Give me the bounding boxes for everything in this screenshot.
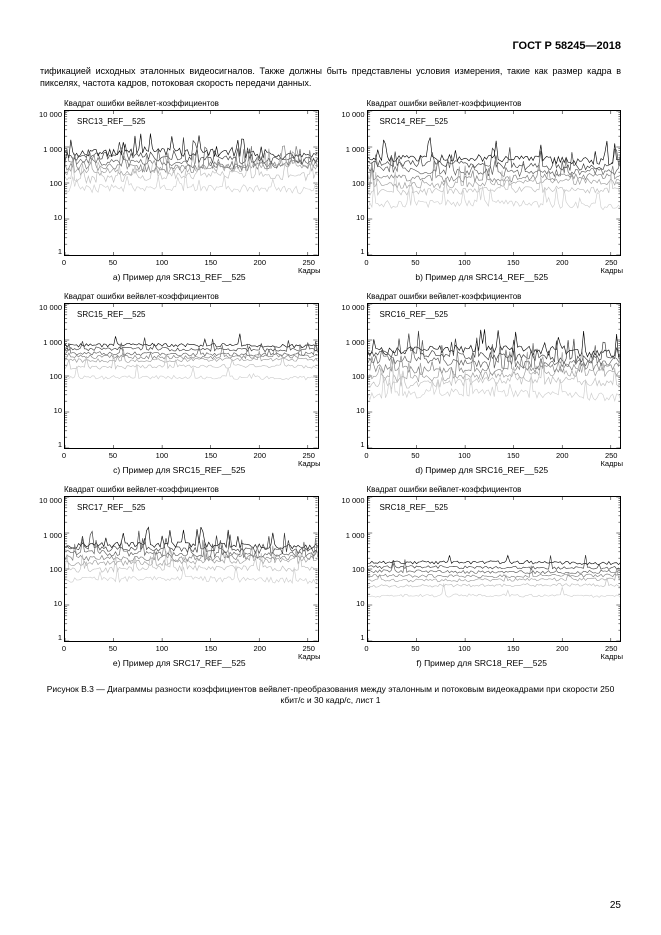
plot-area: SRC13_REF__525: [64, 110, 319, 256]
plot-area: SRC16_REF__525: [367, 303, 622, 449]
chart-box: 10 0001 000100101SRC17_REF__525050100150…: [64, 496, 319, 656]
plot-area: SRC14_REF__525: [367, 110, 622, 256]
ytick-labels: 10 0001 000100101: [339, 303, 365, 449]
ytick-labels: 10 0001 000100101: [339, 496, 365, 642]
chart-inner-label: SRC13_REF__525: [75, 117, 147, 126]
figure-caption: Рисунок В.3 — Диаграммы разности коэффиц…: [40, 684, 621, 706]
plot-area: SRC17_REF__525: [64, 496, 319, 642]
plot-area: SRC18_REF__525: [367, 496, 622, 642]
chart-box: 10 0001 000100101SRC16_REF__525050100150…: [367, 303, 622, 463]
chart-inner-label: SRC15_REF__525: [75, 310, 147, 319]
ytick-labels: 10 0001 000100101: [339, 110, 365, 256]
chart-box: 10 0001 000100101SRC15_REF__525050100150…: [64, 303, 319, 463]
xtick-labels: 050100150200250Кадры: [367, 451, 622, 461]
chart-ylabel: Квадрат ошибки вейвлет-коэффициентов: [64, 485, 319, 494]
chart-box: 10 0001 000100101SRC14_REF__525050100150…: [367, 110, 622, 270]
chart-e: Квадрат ошибки вейвлет-коэффициентов 10 0…: [40, 485, 319, 674]
subcaption: e) Пример для SRC17_REF__525: [40, 658, 319, 668]
chart-ylabel: Квадрат ошибки вейвлет-коэффициентов: [64, 99, 319, 108]
chart-inner-label: SRC18_REF__525: [378, 503, 450, 512]
chart-box: 10 0001 000100101SRC18_REF__525050100150…: [367, 496, 622, 656]
x-axis-label: Кадры: [601, 266, 623, 275]
ytick-labels: 10 0001 000100101: [36, 303, 62, 449]
page-header: ГОСТ Р 58245—2018: [40, 40, 621, 52]
chart-inner-label: SRC17_REF__525: [75, 503, 147, 512]
chart-ylabel: Квадрат ошибки вейвлет-коэффициентов: [367, 99, 622, 108]
ytick-labels: 10 0001 000100101: [36, 110, 62, 256]
xtick-labels: 050100150200250Кадры: [64, 644, 319, 654]
x-axis-label: Кадры: [601, 652, 623, 661]
xtick-labels: 050100150200250Кадры: [64, 258, 319, 268]
charts-grid: Квадрат ошибки вейвлет-коэффициентов10 0…: [40, 99, 621, 674]
chart-ylabel: Квадрат ошибки вейвлет-коэффициентов: [64, 292, 319, 301]
chart-b: Квадрат ошибки вейвлет-коэффициентов 10 0…: [343, 99, 622, 288]
chart-a: Квадрат ошибки вейвлет-коэффициентов 10 0…: [40, 99, 319, 288]
chart-ylabel: Квадрат ошибки вейвлет-коэффициентов: [367, 292, 622, 301]
subcaption: f) Пример для SRC18_REF__525: [343, 658, 622, 668]
chart-ylabel: Квадрат ошибки вейвлет-коэффициентов: [367, 485, 622, 494]
subcaption: b) Пример для SRC14_REF__525: [343, 272, 622, 282]
ytick-labels: 10 0001 000100101: [36, 496, 62, 642]
xtick-labels: 050100150200250Кадры: [367, 644, 622, 654]
subcaption: c) Пример для SRC15_REF__525: [40, 465, 319, 475]
plot-area: SRC15_REF__525: [64, 303, 319, 449]
subcaption: a) Пример для SRC13_REF__525: [40, 272, 319, 282]
page-number: 25: [610, 900, 621, 911]
chart-f: Квадрат ошибки вейвлет-коэффициентов 10 0…: [343, 485, 622, 674]
chart-c: Квадрат ошибки вейвлет-коэффициентов 10 0…: [40, 292, 319, 481]
x-axis-label: Кадры: [601, 459, 623, 468]
xtick-labels: 050100150200250Кадры: [367, 258, 622, 268]
intro-paragraph: тификацией исходных эталонных видеосигна…: [40, 66, 621, 89]
chart-box: 10 0001 000100101SRC13_REF__525050100150…: [64, 110, 319, 270]
chart-inner-label: SRC16_REF__525: [378, 310, 450, 319]
chart-inner-label: SRC14_REF__525: [378, 117, 450, 126]
xtick-labels: 050100150200250Кадры: [64, 451, 319, 461]
x-axis-label: Кадры: [298, 266, 320, 275]
chart-d: Квадрат ошибки вейвлет-коэффициентов 10 0…: [343, 292, 622, 481]
x-axis-label: Кадры: [298, 652, 320, 661]
x-axis-label: Кадры: [298, 459, 320, 468]
subcaption: d) Пример для SRC16_REF__525: [343, 465, 622, 475]
